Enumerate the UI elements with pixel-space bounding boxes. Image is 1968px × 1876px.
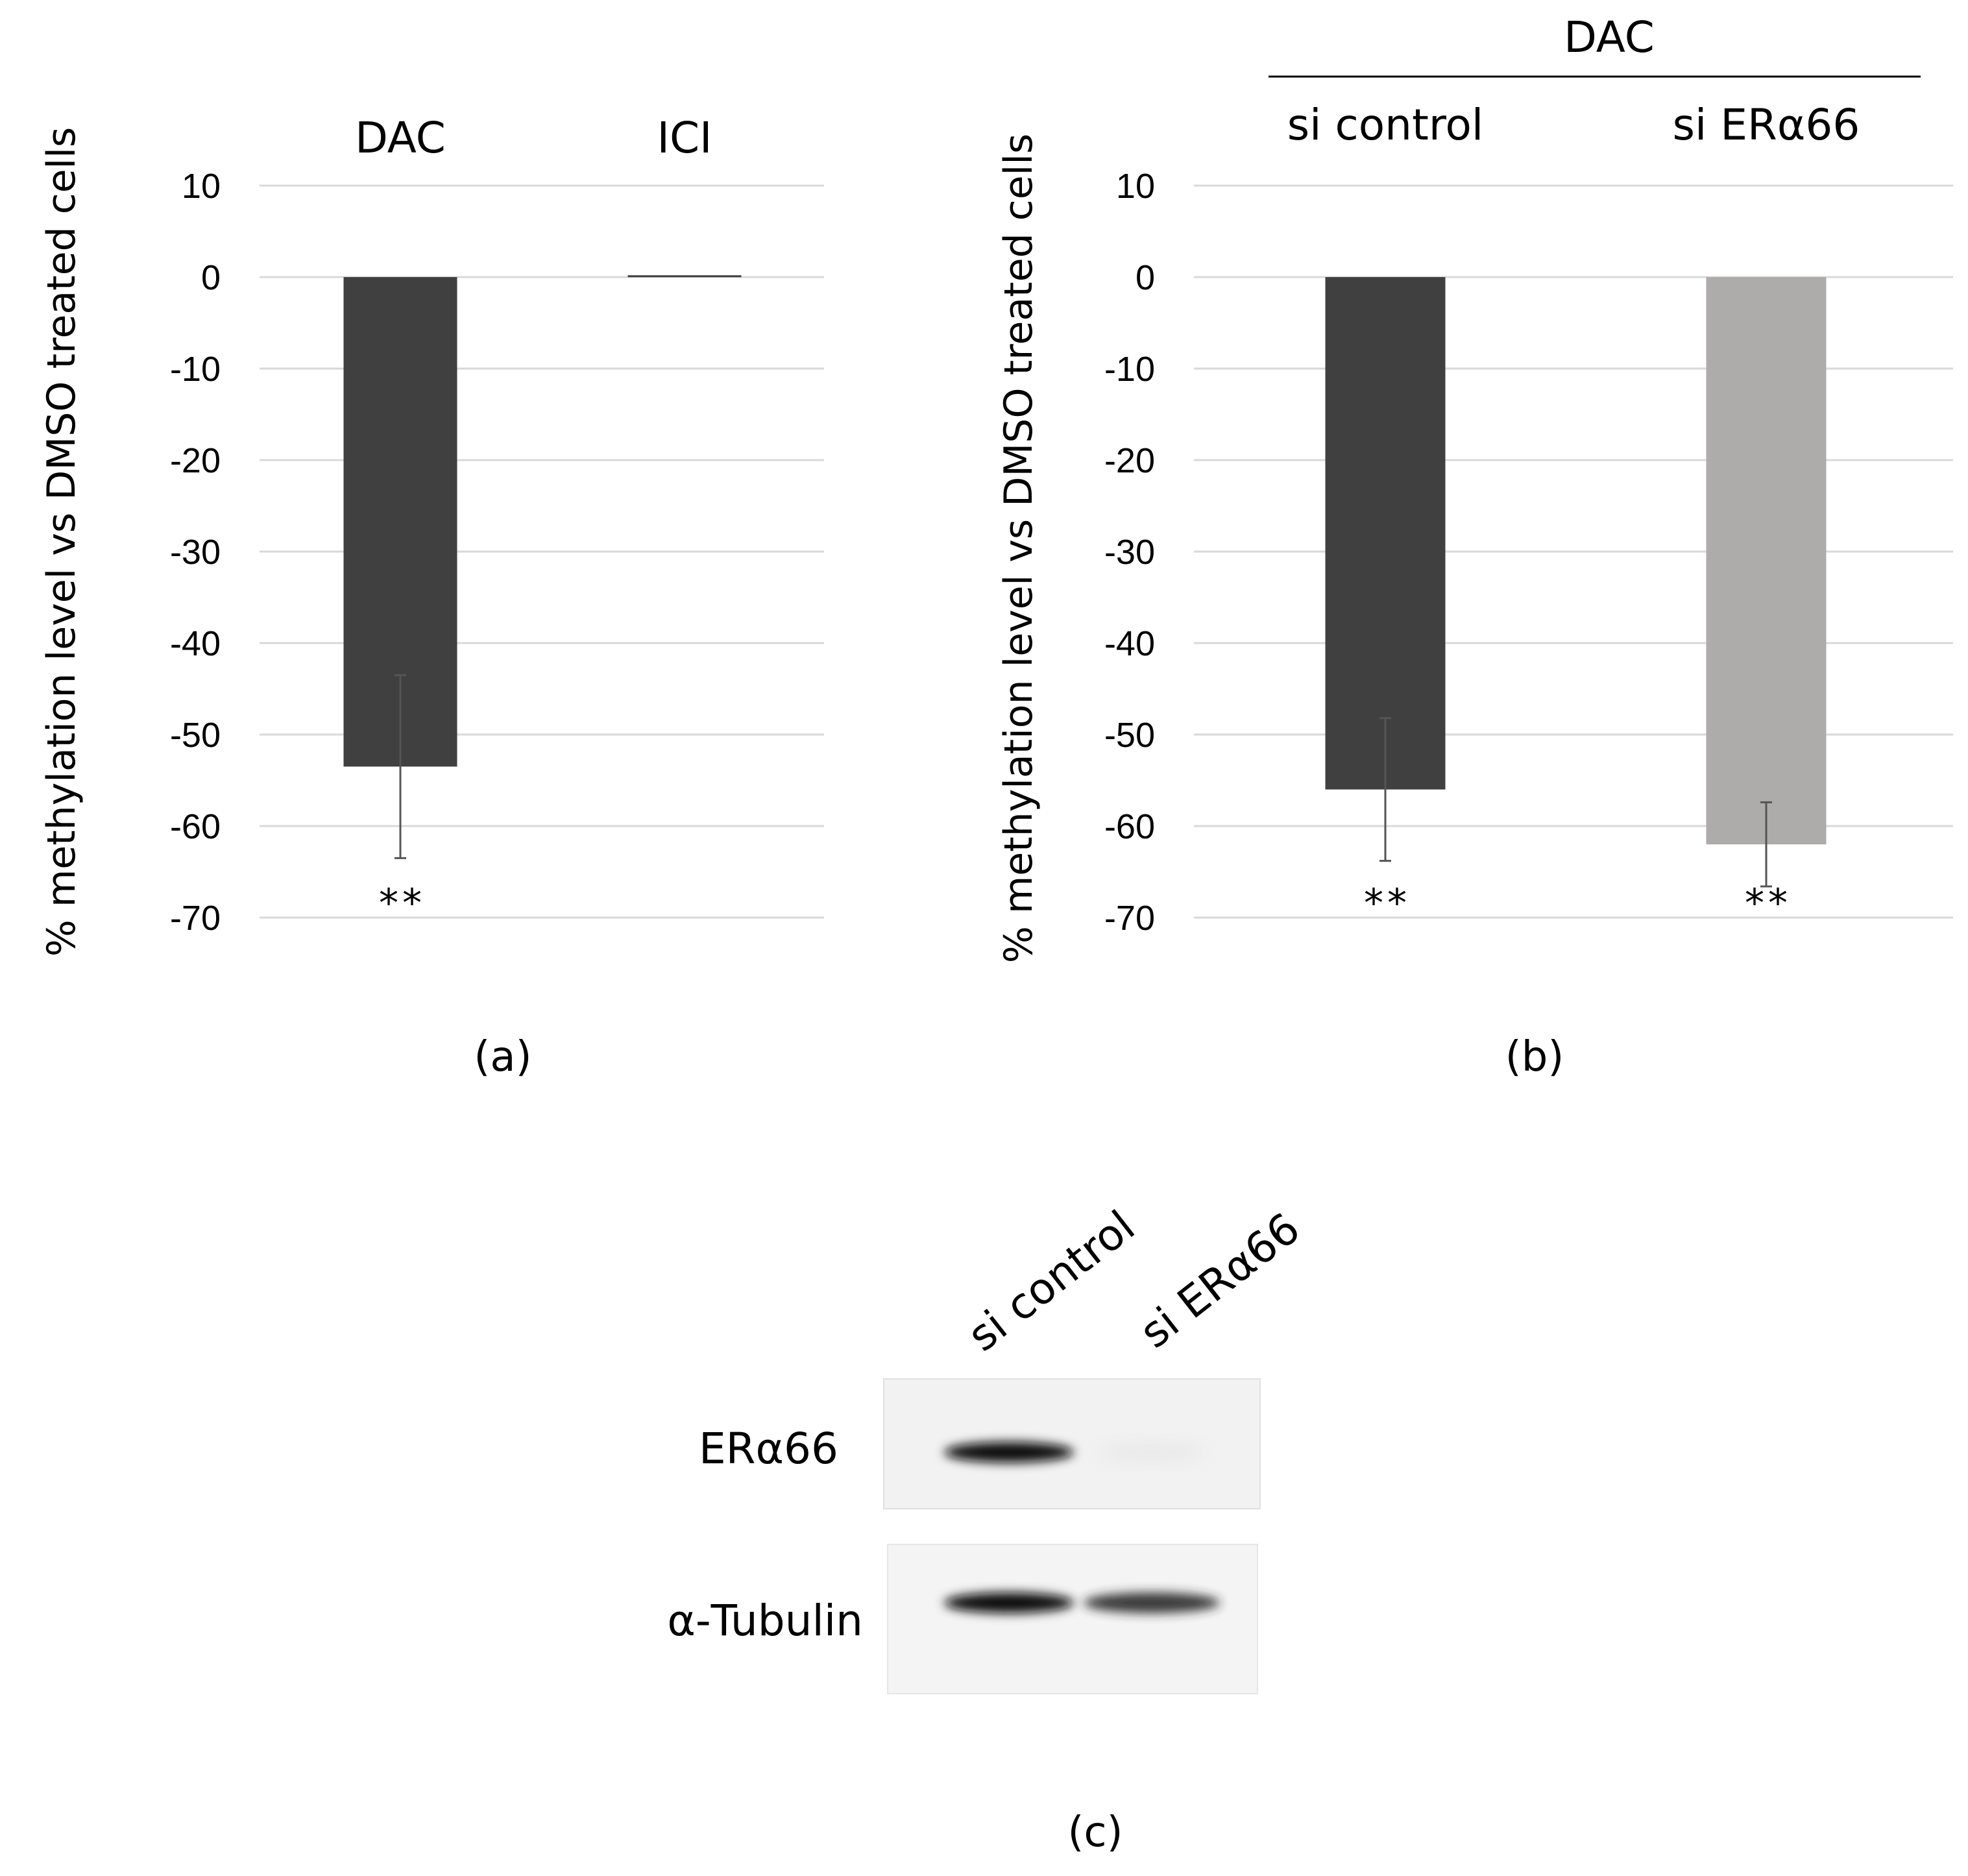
category-label: si control xyxy=(1287,100,1483,150)
y-tick-label: -10 xyxy=(1104,350,1155,389)
y-tick-label: -70 xyxy=(1104,899,1155,938)
gridlines-b xyxy=(1194,184,1953,919)
significance-marker: ** xyxy=(1364,881,1411,926)
blot-band xyxy=(1097,1446,1207,1459)
bars-a: ** xyxy=(343,275,742,926)
y-tick-label: 0 xyxy=(1136,258,1155,297)
y-tick-label: -30 xyxy=(1104,533,1155,572)
y-tick-label: -60 xyxy=(170,807,221,846)
y-tick-label: -10 xyxy=(170,350,221,389)
y-axis-label-b: % methylation level vs DMSO treated cell… xyxy=(996,134,1041,964)
blot-row-label-tubulin: α-Tubulin xyxy=(667,1596,863,1646)
y-tick-label: -40 xyxy=(1104,624,1155,663)
blot-strip-era66 xyxy=(883,1378,1261,1509)
y-tick-label: -70 xyxy=(170,899,221,938)
y-tick-label: -50 xyxy=(170,716,221,755)
significance-marker: ** xyxy=(379,881,426,926)
category-labels-b: si control si ERα66 xyxy=(1287,100,1860,150)
panel-label-c: (c) xyxy=(1067,1809,1123,1857)
blot-band xyxy=(1084,1592,1220,1613)
bar xyxy=(627,275,742,278)
y-tick-labels-a: 10 0 -10 -20 -30 -40 -50 -60 -70 xyxy=(170,167,221,938)
western-blot-panel-c: si control si ERα66 ERα66 α-Tubulin (c) xyxy=(667,1201,1309,1857)
panel-label-b: (b) xyxy=(1505,1033,1564,1081)
lane-label-si-control: si control xyxy=(958,1201,1144,1361)
panel-label-a: (a) xyxy=(474,1033,531,1081)
bar xyxy=(1325,277,1446,790)
blot-bands xyxy=(944,1442,1220,1613)
category-label: DAC xyxy=(355,113,446,163)
significance-marker: ** xyxy=(1745,881,1792,926)
y-tick-label: 10 xyxy=(182,167,221,206)
y-tick-label: -20 xyxy=(1104,441,1155,480)
y-tick-label: -60 xyxy=(1104,807,1155,846)
y-tick-label: -40 xyxy=(170,624,221,663)
y-tick-label: -50 xyxy=(1104,716,1155,755)
blot-band xyxy=(944,1442,1074,1463)
lane-label-si-era66: si ERα66 xyxy=(1130,1203,1309,1358)
group-label-dac: DAC xyxy=(1564,12,1655,62)
bars-b: ** ** xyxy=(1325,277,1827,926)
y-axis-label-a: % methylation level vs DMSO treated cell… xyxy=(39,127,84,957)
y-tick-label: -30 xyxy=(170,533,221,572)
blot-row-label-era66: ERα66 xyxy=(699,1424,838,1474)
bar xyxy=(1706,277,1827,845)
category-label: ICI xyxy=(657,113,712,163)
y-tick-labels-b: 10 0 -10 -20 -30 -40 -50 -60 -70 xyxy=(1104,167,1155,938)
category-labels-a: DAC ICI xyxy=(355,113,712,163)
blot-strip-tubulin xyxy=(887,1544,1258,1694)
y-tick-label: -20 xyxy=(170,441,221,480)
blot-band xyxy=(944,1592,1074,1613)
category-label: si ERα66 xyxy=(1673,100,1860,150)
chart-panel-a: % methylation level vs DMSO treated cell… xyxy=(39,113,824,1081)
y-tick-label: 10 xyxy=(1116,167,1155,206)
chart-panel-b: % methylation level vs DMSO treated cell… xyxy=(996,12,1953,1081)
y-tick-label: 0 xyxy=(201,258,221,297)
